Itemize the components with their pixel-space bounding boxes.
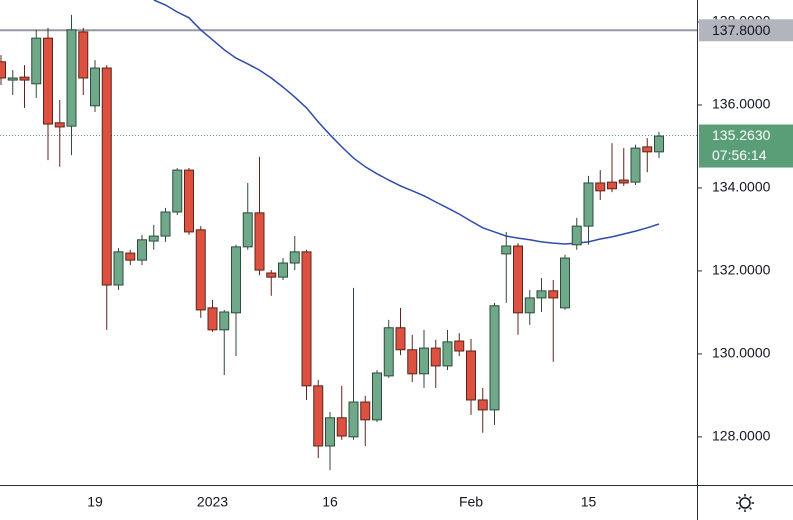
candle-body bbox=[19, 76, 30, 81]
horizontal-line-tag bbox=[699, 19, 793, 42]
candle-body bbox=[477, 399, 488, 411]
candle-body bbox=[160, 211, 171, 237]
candle-body bbox=[289, 251, 300, 264]
candle-body bbox=[630, 147, 641, 183]
candle-body bbox=[654, 135, 664, 153]
candle-body bbox=[583, 182, 594, 227]
candle-body bbox=[419, 347, 429, 375]
candle-body bbox=[66, 29, 77, 127]
candle-body bbox=[31, 37, 42, 85]
candle-body bbox=[313, 385, 324, 447]
candle-body bbox=[125, 252, 136, 261]
x-tick-label: 16 bbox=[322, 494, 338, 510]
horizontal-line-label: 137.8000 bbox=[712, 22, 771, 38]
settings-icon-core bbox=[739, 497, 751, 509]
x-tick-label: 2023 bbox=[197, 494, 228, 510]
candle-body bbox=[607, 181, 617, 190]
candle-body bbox=[513, 245, 523, 314]
candle-body bbox=[7, 77, 18, 81]
last-price-label: 135.2630 bbox=[712, 127, 771, 143]
y-tick-label: 128.0000 bbox=[712, 428, 771, 444]
candle-body bbox=[524, 297, 535, 314]
axes: 128.0000 130.0000 132.0000 134.0000 136.0000… bbox=[87, 13, 793, 510]
candle-body bbox=[560, 257, 570, 309]
candle-body bbox=[618, 179, 629, 184]
candle-body bbox=[266, 272, 277, 278]
candle-body bbox=[148, 235, 159, 242]
plot-area bbox=[0, 0, 697, 471]
candle-body bbox=[501, 245, 512, 255]
candle-body bbox=[172, 169, 183, 213]
x-tick-label: Feb bbox=[459, 494, 483, 510]
y-tick-label: 132.0000 bbox=[712, 262, 771, 278]
candle-body bbox=[231, 246, 241, 314]
candle-body bbox=[407, 349, 418, 375]
candle-body bbox=[395, 327, 406, 351]
candle-body bbox=[430, 347, 441, 367]
moving-average-line bbox=[153, 0, 660, 245]
candle-body bbox=[642, 146, 653, 153]
candle-body bbox=[195, 229, 206, 311]
candle-body bbox=[336, 417, 347, 437]
candle-body bbox=[548, 290, 559, 299]
candle-body bbox=[489, 305, 500, 411]
candle-body bbox=[466, 350, 476, 401]
settings-icon-rays bbox=[736, 494, 754, 512]
x-tick-label: 19 bbox=[87, 494, 103, 510]
candle-body bbox=[78, 31, 89, 79]
y-tick-label: 136.0000 bbox=[712, 96, 771, 112]
candle-body bbox=[571, 225, 582, 246]
candle-body bbox=[254, 212, 265, 271]
candle-body bbox=[101, 67, 112, 286]
candle-body bbox=[325, 417, 335, 447]
settings-icon[interactable] bbox=[736, 494, 754, 512]
candle-body bbox=[595, 182, 606, 192]
candle-body bbox=[383, 327, 394, 377]
candle-body bbox=[360, 401, 371, 421]
candle-body bbox=[207, 307, 218, 331]
candle-body bbox=[278, 262, 288, 278]
candle-body bbox=[43, 37, 53, 125]
countdown-label: 07:56:14 bbox=[712, 147, 767, 163]
last-price-tag bbox=[699, 124, 793, 168]
candle-body bbox=[0, 61, 6, 79]
candle-body bbox=[184, 169, 194, 233]
candle-body bbox=[442, 341, 453, 367]
candle-body bbox=[137, 239, 147, 261]
y-tick-label: 134.0000 bbox=[712, 179, 771, 195]
candle-body bbox=[454, 340, 465, 352]
y-tick-label: 130.0000 bbox=[712, 345, 771, 361]
candle-body bbox=[372, 372, 382, 421]
candle-body bbox=[113, 251, 124, 286]
x-tick-label: 15 bbox=[581, 494, 597, 510]
candle-body bbox=[301, 251, 312, 387]
candle-body bbox=[348, 401, 359, 438]
candle-body bbox=[536, 290, 547, 299]
candle-body bbox=[242, 212, 253, 248]
candle-body bbox=[54, 122, 65, 128]
candle-body bbox=[219, 311, 230, 331]
candle-body bbox=[90, 67, 100, 107]
